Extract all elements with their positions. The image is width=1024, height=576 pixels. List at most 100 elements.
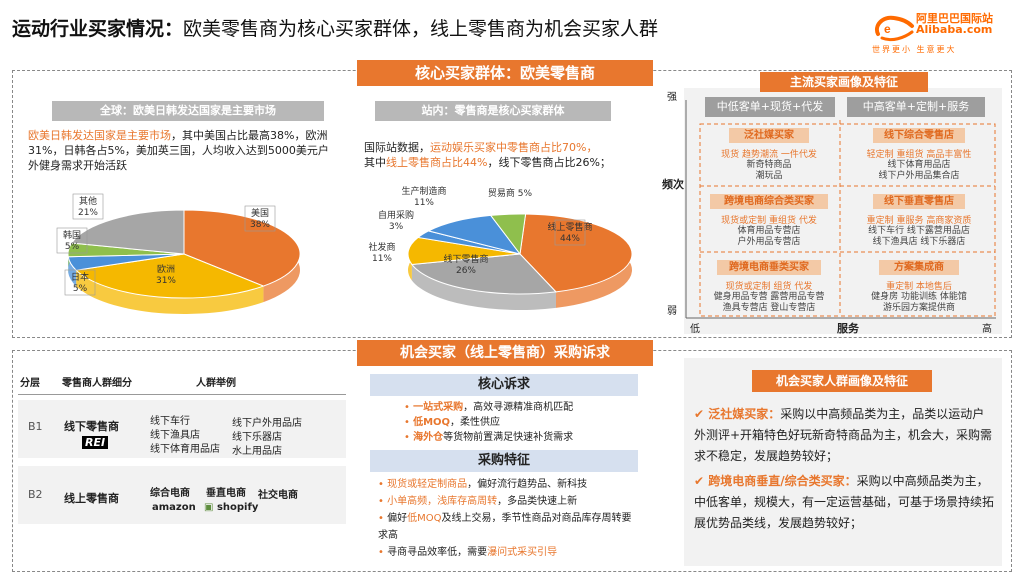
portrait-card-offline-general: 线下综合零售店 轻定制 重组货 高品丰富性 线下体育用品店 线下户外用品集合店 (848, 128, 990, 182)
pie-label: 贸易商 5% (488, 187, 533, 199)
portrait-card-crossborder-general: 跨境电商综合类买家 现货或定制 重组货 代发 体育用品专营店 户外用品专营店 (698, 194, 840, 248)
opportunity-section-header: 机会买家（线上零售商）采购诉求 (357, 340, 653, 366)
portrait-col-right: 中高客单+定制+服务 (847, 97, 985, 117)
card-highlight: 现货或定制 组货 代发 (725, 282, 813, 292)
pie-slice-社发商 (407, 236, 521, 265)
row-segment: 线下零售商 (64, 420, 119, 433)
pie-label: 韩国 5% (63, 229, 81, 252)
purchase-list: • 现货或轻定制商品，偏好流行趋势品、新科技 • 小单高频，浅库存高周转，多品类… (378, 476, 638, 561)
svg-text:e: e (884, 22, 891, 36)
example-item: 线下体育用品店 (150, 444, 220, 455)
card-tag: 方案集成商 (879, 260, 959, 275)
card-highlight: 现货 趋势潮流 一件代发 (721, 150, 817, 160)
pie-label-box (244, 205, 276, 232)
onsite-header: 站内：零售商是核心买家群体 (375, 101, 611, 121)
row-tier: B2 (28, 488, 43, 501)
pie-label: 社发商 11% (368, 241, 395, 264)
card-sub: 线下体育用品店 线下户外用品集合店 (878, 160, 960, 181)
axis-x-label: 服务 (837, 322, 859, 335)
list-item: • 低MOQ，柔性供应 (404, 417, 501, 428)
global-text: 欧美日韩发达国家是主要市场，其中美国占比最高38%，欧洲31%，日韩各占5%，美… (28, 129, 329, 172)
page-title: 运动行业买家情况：欧美零售商为核心买家群体，线上零售商为机会买家人群 (12, 18, 659, 40)
pie-slice-贸易商 (489, 213, 527, 256)
purchase-header: 采购特征 (370, 450, 638, 472)
card-tag: 跨境电商垂类买家 (717, 260, 821, 275)
pie-label: 美国 38% (250, 207, 270, 230)
card-sub: 新奇特商品 潮玩品 (746, 160, 792, 181)
pie-label-box (554, 219, 586, 246)
list-item: • 现货或轻定制商品，偏好流行趋势品、新科技 (378, 479, 588, 490)
pie-slice-线上零售商 (519, 213, 633, 293)
alibaba-mark-icon: e (875, 15, 914, 42)
pie-slice-side (68, 256, 77, 287)
logo-en: Alibaba.com (916, 23, 993, 36)
card-highlight: 轻定制 重组货 高品丰富性 (866, 150, 972, 160)
pie-label-box (56, 227, 88, 254)
pie-slice-side (76, 270, 264, 314)
core-demand-header: 核心诉求 (370, 374, 638, 396)
features-header: 机会买家人群画像及特征 (752, 370, 932, 392)
core-section-header: 核心买家群体：欧美零售商 (357, 60, 653, 86)
pie-label: 自用采购 3% (378, 209, 414, 232)
feature-social: ✔ 泛社媒买家：采购以中高频品类为主，品类以运动户外测评+开箱特色好玩新奇特商品… (694, 407, 993, 463)
portrait-card-offline-vertical: 线下垂直零售店 重定制 重服务 高商家资质 线下车行 线下露营用品店 线下渔具店… (848, 194, 990, 248)
pie-label: 线下零售商 26% (443, 253, 488, 276)
shopify-bag-icon: ▣ (204, 502, 214, 513)
feature-crossborder: ✔ 跨境电商垂直/综合类买家：采购以中高频品类为主，中低客单，规模大，有一定运营… (694, 474, 995, 530)
portrait-card-social: 泛社媒买家 现货 趋势潮流 一件代发 新奇特商品 潮玩品 (698, 128, 840, 182)
table-header-tier: 分层 (20, 378, 40, 389)
pie-label: 生产制造商 11% (401, 185, 446, 208)
list-item: • 一站式采购，高效寻源精准商机匹配 (404, 402, 574, 413)
portrait-axes (685, 100, 996, 319)
table-header-segment: 零售商人群细分 (62, 378, 132, 389)
portrait-card-crossborder-vertical: 跨境电商垂类买家 现货或定制 组货 代发 健身用品专营 露营用品专营 渔具专营店… (698, 260, 840, 314)
row-segment: 线上零售商 (64, 492, 119, 505)
pie-label: 日本 5% (71, 271, 89, 294)
pie-slice-side (411, 264, 556, 310)
list-item: • 寻商寻品效率低，需要瀑问式采买引导 (378, 547, 558, 558)
shopify-logo: ▣ shopify (204, 502, 259, 513)
pie-label: 欧洲 31% (156, 263, 176, 286)
card-highlight: 现货或定制 重组货 代发 (721, 216, 817, 226)
pie-slice-线下零售商 (410, 253, 558, 295)
table-row: B2 线上零售商 综合电商 垂直电商 社交电商 amazon ▣ shopify (18, 466, 346, 524)
table-row: B1 线下零售商 REI 线下车行 线下户外用品店 线下渔具店 线下乐器店 线下… (18, 400, 346, 458)
portrait-col-left: 中低客单+现货+代发 (705, 97, 835, 117)
card-sub: 健身房 功能训练 体能馆 游乐园方案提供商 (871, 292, 967, 313)
portrait-grid (699, 120, 996, 317)
pie-slice-欧洲 (75, 253, 265, 299)
list-item: • 海外仓等货物前置满足快速补货需求 (404, 432, 574, 443)
example-item: 垂直电商 (206, 488, 246, 499)
axis-x-left: 低 (690, 324, 700, 335)
pie-label-box (64, 269, 96, 296)
card-sub: 体育用品专营店 户外用品专营店 (737, 226, 801, 247)
global-header: 全球：欧美日韩发达国家是主要市场 (52, 101, 324, 121)
axis-y-top: 强 (667, 92, 677, 103)
pie-label: 其他 21% (78, 195, 98, 218)
card-tag: 泛社媒买家 (729, 128, 809, 143)
pie-slice-美国 (183, 209, 301, 287)
card-tag: 跨境电商综合类买家 (710, 194, 828, 209)
core-demand-list: • 一站式采购，高效寻源精准商机匹配 • 低MOQ，柔性供应 • 海外仓等货物前… (404, 400, 654, 445)
rei-logo: REI (82, 436, 109, 449)
global-pie-chart: 美国 38% 欧洲 31% 日本 5% 韩国 5% 其他 21% (56, 193, 301, 314)
example-item: 线下车行 (150, 416, 190, 427)
pie-slice-其他 (70, 209, 185, 255)
table-divider (18, 394, 346, 395)
table-header-examples: 人群举例 (196, 378, 236, 389)
pie-slice-生产制造商 (427, 214, 522, 255)
axis-y-bottom: 弱 (667, 306, 677, 317)
pie-label: 线上零售商 44% (547, 221, 592, 244)
portrait-header: 主流买家画像及特征 (760, 72, 928, 92)
card-highlight: 重定制 本地售后 (886, 282, 952, 292)
example-item: 线下乐器店 (232, 432, 282, 443)
logo-slogan: 世界更小 生意更大 (872, 45, 957, 54)
amazon-logo: amazon (152, 502, 196, 513)
portrait-card-integrator: 方案集成商 重定制 本地售后 健身房 功能训练 体能馆 游乐园方案提供商 (848, 260, 990, 314)
example-item: 线下户外用品店 (232, 418, 302, 429)
axis-y-label: 频次 (662, 178, 684, 191)
list-item: • 偏好低MOQ及线上交易，季节性商品对商品库存周转要求高 (378, 513, 632, 541)
card-highlight: 重定制 重服务 高商家资质 (866, 216, 972, 226)
axis-x-right: 高 (982, 324, 992, 335)
card-tag: 线下垂直零售店 (873, 194, 965, 209)
